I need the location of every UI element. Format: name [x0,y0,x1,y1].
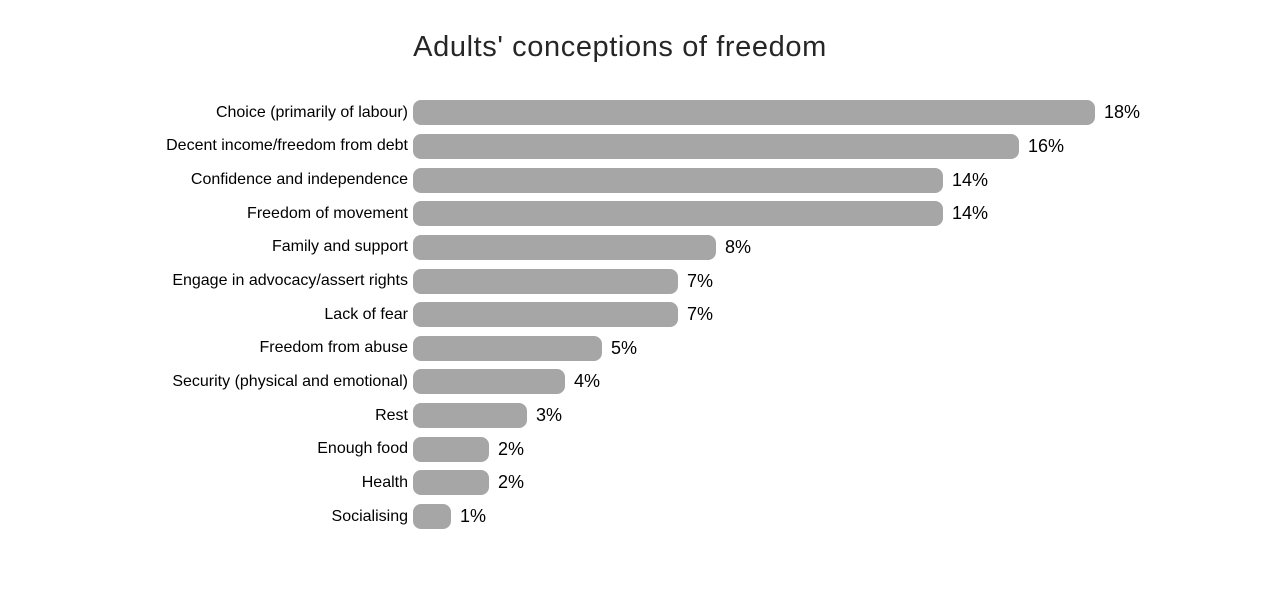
category-label: Freedom of movement [247,204,408,222]
bar [413,369,565,395]
chart-rows: Choice (primarily of labour) 18% Decent … [0,96,1262,533]
chart-row: Rest 3% [0,399,1262,433]
value-label: 3% [536,405,563,426]
bar [413,201,943,227]
value-label: 2% [498,472,525,493]
chart-row: Decent income/freedom from debt 16% [0,130,1262,164]
category-label: Choice (primarily of labour) [215,103,408,121]
category-label: Enough food [317,440,408,458]
value-label: 8% [725,236,752,257]
value-label: 1% [460,506,487,526]
category-label: Engage in advocacy/assert rights [172,272,408,290]
chart-row: Confidence and independence 14% [0,163,1262,197]
category-label: Confidence and independence [190,171,408,189]
bar [413,234,716,260]
category-label: Rest [375,406,408,424]
category-label: Health [361,473,408,491]
bar [413,470,489,496]
bar [413,436,489,462]
chart-row: Freedom from abuse 5% [0,331,1262,365]
chart-row: Socialising 1% [0,500,1262,534]
category-label: Lack of fear [324,305,408,323]
category-label: Security (physical and emotional) [172,372,408,390]
value-label: 16% [1028,135,1065,156]
value-label: 14% [952,169,989,190]
chart-row: Health 2% [0,466,1262,500]
chart-row: Family and support 8% [0,231,1262,265]
bar [413,504,451,529]
chart-row: Engage in advocacy/assert rights 7% [0,264,1262,298]
bar [413,100,1095,126]
bar [413,268,678,294]
chart-row: Lack of fear 7% [0,298,1262,332]
category-label: Family and support [271,238,408,256]
bar [413,403,527,429]
value-label: 5% [611,337,638,358]
category-label: Freedom from abuse [259,339,408,357]
bar [413,302,678,328]
value-label: 4% [574,371,601,392]
value-label: 18% [1104,102,1141,123]
bar [413,335,602,361]
chart-row: Security (physical and emotional) 4% [0,365,1262,399]
chart-row: Choice (primarily of labour) 18% [0,96,1262,130]
bar [413,133,1019,159]
bar [413,167,943,193]
category-label: Socialising [331,507,408,525]
value-label: 14% [952,203,989,224]
chart-row: Enough food 2% [0,432,1262,466]
chart-title: Adults' conceptions of freedom [413,31,827,63]
value-label: 2% [498,438,525,459]
category-label: Decent income/freedom from debt [166,137,408,155]
chart-row: Freedom of movement 14% [0,197,1262,231]
value-label: 7% [687,270,714,291]
value-label: 7% [687,304,714,325]
